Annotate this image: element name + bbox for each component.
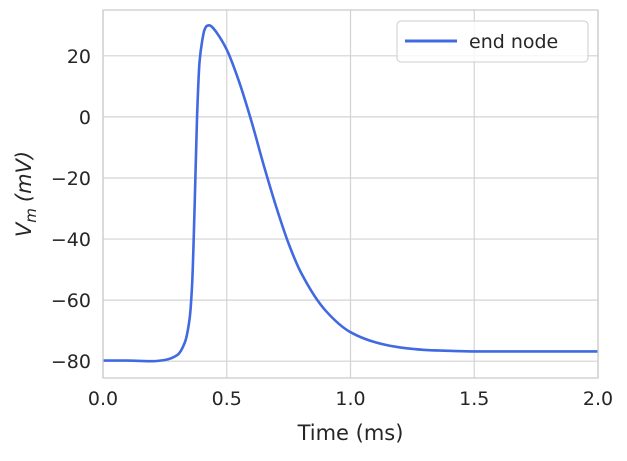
legend-box bbox=[396, 20, 589, 63]
x-tick-labels: 0.0 0.5 1.0 1.5 2.0 bbox=[88, 388, 613, 410]
x-tick-label: 1.0 bbox=[335, 388, 365, 410]
y-axis-title: Vm (mV) bbox=[12, 151, 40, 237]
y-tick-label: −60 bbox=[51, 290, 91, 312]
y-axis-title-base: V bbox=[12, 221, 36, 237]
y-tick-label: −20 bbox=[51, 168, 91, 190]
y-tick-labels: −80 −60 −40 −20 0 20 bbox=[51, 46, 91, 373]
legend: end node bbox=[396, 20, 589, 63]
x-tick-label: 0.0 bbox=[88, 388, 118, 410]
y-tick-label: 20 bbox=[67, 46, 91, 68]
grid-layer bbox=[102, 10, 599, 378]
legend-label-end-node: end node bbox=[469, 31, 558, 53]
y-axis-title-subscript: m bbox=[22, 208, 40, 223]
y-tick-label: −40 bbox=[51, 229, 91, 251]
series-layer bbox=[102, 23, 598, 363]
y-tick-label: −80 bbox=[51, 351, 91, 373]
y-tick-label: 0 bbox=[79, 107, 91, 129]
plot-frame bbox=[102, 9, 599, 379]
x-tick-label: 2.0 bbox=[583, 388, 613, 410]
x-tick-label: 0.5 bbox=[212, 388, 242, 410]
x-axis-title: Time (ms) bbox=[297, 421, 404, 445]
y-axis-title-unit: (mV) bbox=[12, 151, 36, 202]
x-tick-label: 1.5 bbox=[459, 388, 489, 410]
series-line-end-node bbox=[102, 23, 598, 363]
